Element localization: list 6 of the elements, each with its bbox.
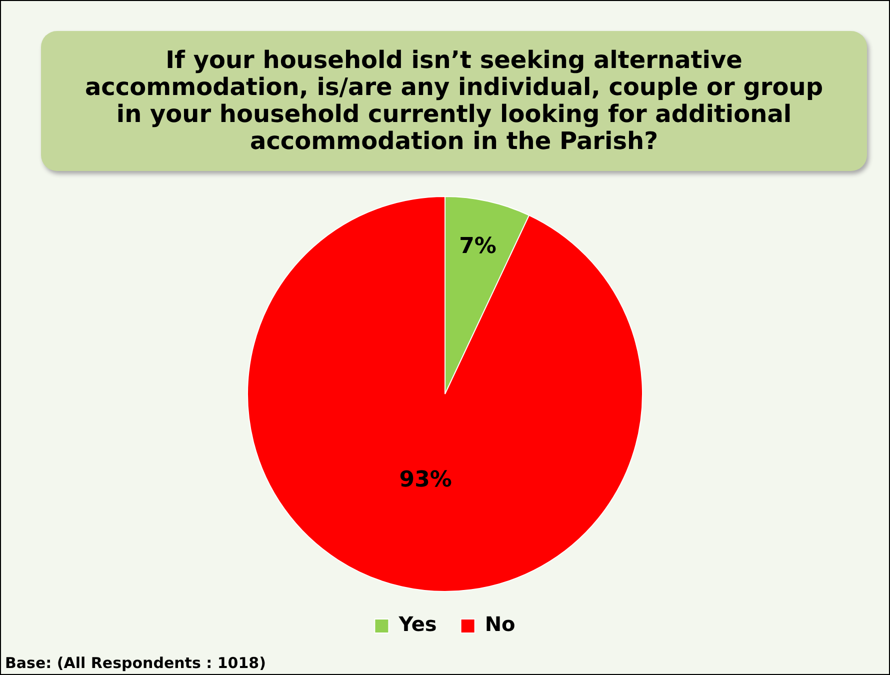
legend-label: Yes bbox=[398, 612, 437, 636]
data-label: 7% bbox=[459, 234, 496, 260]
text: Base: (All Respondents : 1018) bbox=[5, 654, 266, 672]
data-label: 93% bbox=[399, 467, 452, 492]
chart-title: If your household isn’t seeking alternative accommodation, is/are any individual, couple or group in your household currently looking for additional accommodation in the Parish? bbox=[41, 31, 867, 171]
legend-label: No bbox=[484, 612, 516, 636]
